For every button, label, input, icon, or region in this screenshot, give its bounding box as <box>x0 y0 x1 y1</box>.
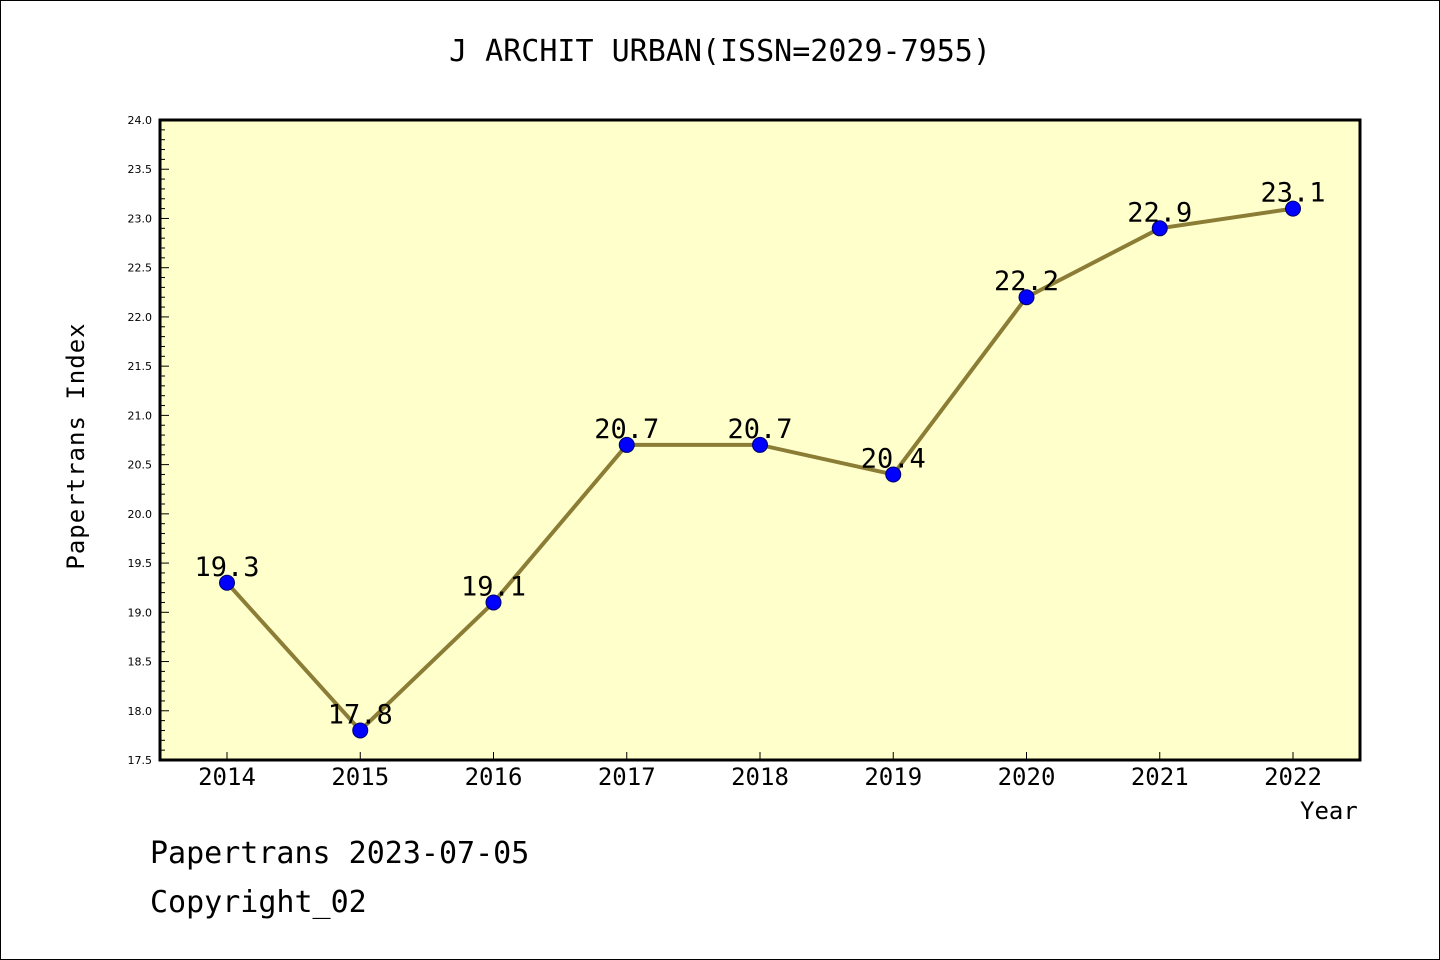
footer-copyright: Copyright_02 <box>150 885 367 920</box>
data-point <box>485 594 502 611</box>
y-tick-label: 20.5 <box>128 459 153 472</box>
x-tick-label: 2019 <box>864 763 922 791</box>
data-labels: 19.3 17.8 19.1 20.7 20.7 20.4 22.2 22.9 23.1 <box>194 178 1325 731</box>
data-value-label: 19.3 <box>194 552 259 583</box>
y-tick-label: 21.0 <box>128 409 153 422</box>
data-markers <box>219 200 1301 739</box>
y-tick-label: 17.5 <box>128 754 153 767</box>
data-value-label: 22.2 <box>994 266 1059 297</box>
chart-title: J ARCHIT URBAN(ISSN=2029-7955) <box>449 34 991 69</box>
data-point <box>352 722 369 739</box>
data-point <box>618 436 635 453</box>
y-tick-label: 21.5 <box>128 360 153 373</box>
x-tick-label: 2022 <box>1264 763 1322 791</box>
footer-source-date: Papertrans 2023-07-05 <box>150 836 530 871</box>
data-value-label: 17.8 <box>328 699 393 730</box>
x-tick-label: 2016 <box>465 763 523 791</box>
y-tick-label: 22.5 <box>128 262 153 275</box>
x-tick-label: 2015 <box>331 763 389 791</box>
x-axis-label: Year <box>1300 797 1358 825</box>
data-point <box>219 574 235 591</box>
x-tick-label: 2018 <box>731 763 789 791</box>
data-value-label: 23.1 <box>1260 178 1325 209</box>
y-tick-label: 23.5 <box>128 163 153 176</box>
x-tick-label: 2017 <box>598 763 656 791</box>
data-value-label: 20.7 <box>594 414 659 445</box>
y-tick-label: 23.0 <box>128 212 153 225</box>
y-tick-label: 19.5 <box>128 557 153 570</box>
y-tick-label: 24.0 <box>128 114 153 127</box>
y-tick-label: 20.0 <box>128 508 153 521</box>
y-tick-label: 19.0 <box>128 606 153 619</box>
data-point <box>1151 220 1168 237</box>
data-value-label: 22.9 <box>1127 197 1192 228</box>
x-tick-label: 2014 <box>198 763 256 791</box>
plot-border <box>158 118 1362 762</box>
data-point <box>885 466 902 483</box>
data-value-label: 20.4 <box>861 443 926 474</box>
data-value-label: 19.1 <box>461 571 526 602</box>
y-tick-label: 22.0 <box>128 311 153 324</box>
data-value-label: 20.7 <box>727 414 792 445</box>
x-tick-label: 2020 <box>998 763 1056 791</box>
data-point <box>752 436 768 453</box>
data-point <box>1285 200 1301 217</box>
y-tick-label: 18.5 <box>128 656 153 669</box>
y-axis-label: Papertrans Index <box>62 322 90 570</box>
x-axis-ticks: 2014 2015 2016 2017 2018 2019 2020 2021 2022 <box>198 752 1322 791</box>
data-point <box>1018 289 1035 306</box>
x-tick-label: 2021 <box>1131 763 1189 791</box>
y-tick-label: 18.0 <box>128 705 153 718</box>
